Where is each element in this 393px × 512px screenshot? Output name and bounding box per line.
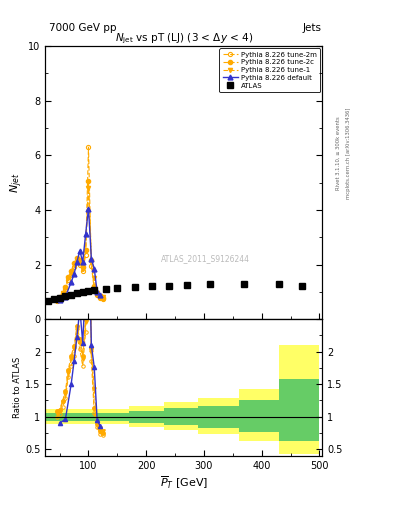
Pythia 8.226 tune-2c — [77, 258, 82, 264]
Pythia 8.226 tune-2m — [77, 262, 82, 268]
ATLAS — [184, 282, 189, 288]
Text: Jets: Jets — [303, 23, 321, 33]
ATLAS — [51, 296, 56, 303]
ATLAS — [75, 290, 79, 296]
Pythia 8.226 tune-2m — [89, 263, 94, 269]
Pythia 8.226 tune-1 — [57, 295, 62, 301]
Text: ATLAS_2011_S9126244: ATLAS_2011_S9126244 — [162, 254, 250, 264]
Pythia 8.226 tune-2m — [92, 286, 97, 292]
X-axis label: $\overline{P}_T$ [GeV]: $\overline{P}_T$ [GeV] — [160, 475, 208, 492]
ATLAS — [46, 298, 50, 305]
Pythia 8.226 tune-2c — [83, 246, 88, 252]
Pythia 8.226 tune-2m — [72, 264, 76, 270]
Pythia 8.226 tune-2m — [54, 298, 59, 305]
Pythia 8.226 tune-2c — [63, 284, 68, 290]
Pythia 8.226 tune-2m — [83, 252, 88, 258]
Line: Pythia 8.226 tune-2c: Pythia 8.226 tune-2c — [55, 179, 105, 302]
Pythia 8.226 default — [75, 259, 79, 265]
ATLAS — [80, 289, 85, 295]
Line: Pythia 8.226 default: Pythia 8.226 default — [57, 206, 103, 303]
Pythia 8.226 tune-2m — [63, 286, 68, 292]
Pythia 8.226 default — [89, 256, 94, 262]
Pythia 8.226 tune-2c — [95, 291, 99, 297]
Pythia 8.226 tune-2m — [95, 292, 99, 298]
Pythia 8.226 tune-2c — [89, 258, 94, 264]
Line: Pythia 8.226 tune-1: Pythia 8.226 tune-1 — [55, 186, 105, 303]
Pythia 8.226 tune-2c — [92, 283, 97, 289]
Pythia 8.226 tune-1 — [72, 262, 76, 268]
Pythia 8.226 tune-1 — [83, 248, 88, 254]
Pythia 8.226 tune-2m — [75, 259, 79, 265]
Pythia 8.226 tune-1 — [60, 290, 65, 296]
Pythia 8.226 default — [98, 291, 103, 297]
Pythia 8.226 tune-1 — [63, 285, 68, 291]
Pythia 8.226 default — [92, 266, 97, 272]
ATLAS — [63, 293, 68, 299]
Pythia 8.226 tune-2c — [57, 294, 62, 301]
Pythia 8.226 tune-2c — [54, 297, 59, 303]
Pythia 8.226 tune-2c — [66, 274, 71, 280]
ATLAS — [57, 295, 62, 301]
Pythia 8.226 default — [63, 294, 68, 300]
ATLAS — [300, 283, 305, 289]
ATLAS — [103, 286, 108, 292]
Pythia 8.226 tune-2c — [60, 290, 65, 296]
Pythia 8.226 tune-1 — [75, 256, 79, 262]
ATLAS — [167, 283, 172, 289]
Y-axis label: Ratio to ATLAS: Ratio to ATLAS — [13, 357, 22, 418]
Pythia 8.226 default — [95, 289, 99, 295]
Pythia 8.226 tune-2c — [72, 260, 76, 266]
Pythia 8.226 tune-2c — [98, 294, 103, 300]
Pythia 8.226 tune-2c — [69, 268, 73, 274]
ATLAS — [92, 287, 97, 293]
ATLAS — [69, 291, 73, 297]
Pythia 8.226 tune-1 — [54, 297, 59, 304]
Text: mcplots.cern.ch [arXiv:1306.3436]: mcplots.cern.ch [arXiv:1306.3436] — [346, 108, 351, 199]
Pythia 8.226 default — [83, 231, 88, 238]
ATLAS — [150, 283, 154, 289]
Pythia 8.226 default — [72, 271, 76, 277]
Pythia 8.226 tune-2c — [80, 264, 85, 270]
Pythia 8.226 tune-2c — [101, 295, 105, 301]
Y-axis label: $N_{jet}$: $N_{jet}$ — [9, 173, 25, 193]
Pythia 8.226 tune-1 — [98, 293, 103, 299]
Pythia 8.226 tune-1 — [92, 275, 97, 281]
Title: $N_{\mathrm{jet}}$ vs pT (LJ) (3 < $\Delta y$ < 4): $N_{\mathrm{jet}}$ vs pT (LJ) (3 < $\Del… — [115, 32, 253, 46]
Pythia 8.226 tune-2m — [98, 295, 103, 301]
Pythia 8.226 tune-1 — [80, 266, 85, 272]
Text: Rivet 3.1.10, ≥ 300k events: Rivet 3.1.10, ≥ 300k events — [336, 117, 341, 190]
Pythia 8.226 default — [86, 205, 91, 211]
Legend: Pythia 8.226 tune-2m, Pythia 8.226 tune-2c, Pythia 8.226 tune-1, Pythia 8.226 de: Pythia 8.226 tune-2m, Pythia 8.226 tune-… — [219, 48, 320, 92]
Pythia 8.226 tune-1 — [101, 294, 105, 301]
ATLAS — [86, 288, 91, 294]
Pythia 8.226 tune-1 — [66, 275, 71, 281]
Pythia 8.226 tune-2m — [57, 295, 62, 302]
Pythia 8.226 default — [80, 259, 85, 265]
Pythia 8.226 tune-2m — [86, 144, 91, 150]
Pythia 8.226 tune-2m — [60, 291, 65, 297]
Pythia 8.226 default — [77, 248, 82, 254]
Pythia 8.226 tune-2m — [69, 272, 73, 279]
ATLAS — [277, 281, 281, 287]
Pythia 8.226 default — [57, 297, 62, 303]
Pythia 8.226 tune-2c — [75, 254, 79, 261]
Pythia 8.226 default — [69, 279, 73, 285]
Pythia 8.226 tune-2c — [86, 178, 91, 184]
ATLAS — [208, 282, 212, 288]
Pythia 8.226 tune-2m — [80, 268, 85, 274]
Pythia 8.226 tune-1 — [89, 259, 94, 265]
Line: Pythia 8.226 tune-2m: Pythia 8.226 tune-2m — [55, 145, 105, 304]
Pythia 8.226 tune-1 — [77, 259, 82, 265]
Text: 7000 GeV pp: 7000 GeV pp — [49, 23, 117, 33]
Pythia 8.226 tune-1 — [69, 270, 73, 276]
ATLAS — [132, 284, 137, 290]
Pythia 8.226 tune-1 — [86, 185, 91, 191]
Pythia 8.226 tune-1 — [95, 290, 99, 296]
Pythia 8.226 tune-2m — [66, 276, 71, 283]
ATLAS — [242, 281, 247, 287]
Line: ATLAS: ATLAS — [45, 281, 305, 305]
Pythia 8.226 tune-2m — [101, 295, 105, 302]
ATLAS — [115, 285, 120, 291]
